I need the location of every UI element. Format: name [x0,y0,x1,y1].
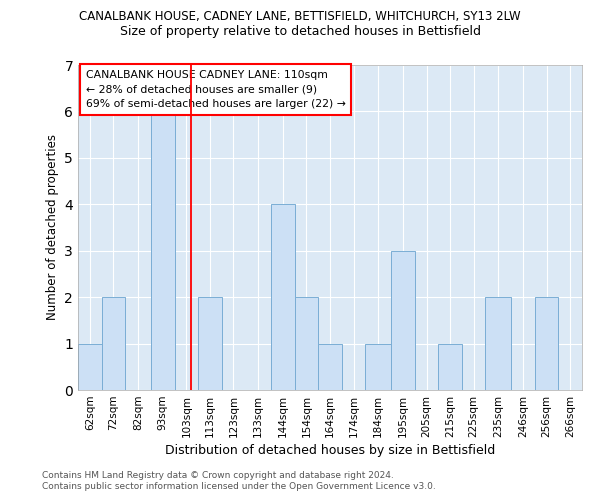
Bar [101,297,125,390]
Text: CANALBANK HOUSE, CADNEY LANE, BETTISFIELD, WHITCHURCH, SY13 2LW: CANALBANK HOUSE, CADNEY LANE, BETTISFIEL… [79,10,521,23]
Bar [535,297,559,390]
Bar [295,297,318,390]
X-axis label: Distribution of detached houses by size in Bettisfield: Distribution of detached houses by size … [165,444,495,457]
Bar [151,112,175,390]
Text: CANALBANK HOUSE CADNEY LANE: 110sqm
← 28% of detached houses are smaller (9)
69%: CANALBANK HOUSE CADNEY LANE: 110sqm ← 28… [86,70,346,110]
Bar [271,204,295,390]
Bar [198,297,221,390]
Bar [439,344,462,390]
Text: Contains HM Land Registry data © Crown copyright and database right 2024.: Contains HM Land Registry data © Crown c… [42,471,394,480]
Bar [391,250,415,390]
Bar [365,344,391,390]
Text: Size of property relative to detached houses in Bettisfield: Size of property relative to detached ho… [119,25,481,38]
Bar [318,344,342,390]
Y-axis label: Number of detached properties: Number of detached properties [46,134,59,320]
Bar [78,344,101,390]
Bar [485,297,511,390]
Text: Contains public sector information licensed under the Open Government Licence v3: Contains public sector information licen… [42,482,436,491]
